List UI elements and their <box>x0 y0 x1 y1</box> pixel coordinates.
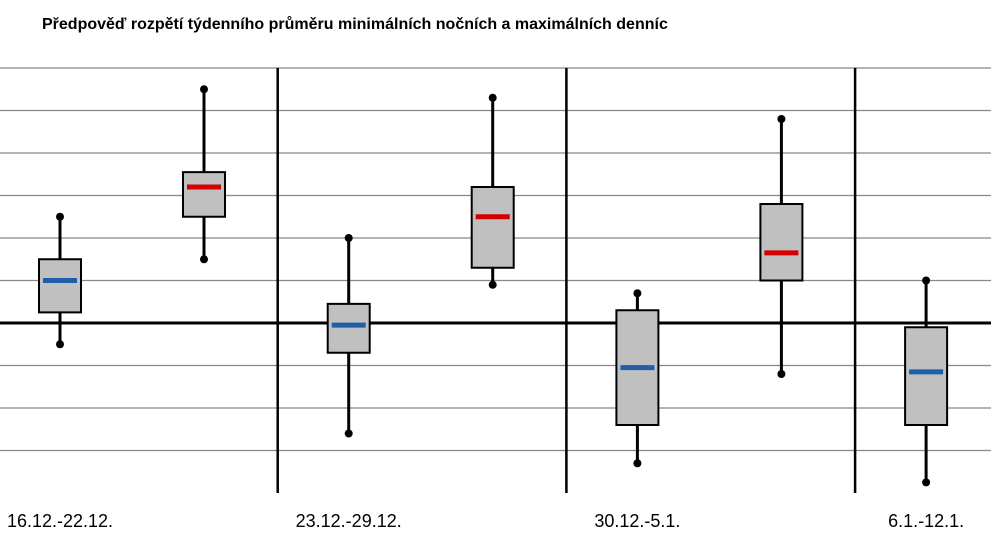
x-tick-label: 6.1.-12.1. <box>888 511 964 531</box>
x-tick-label: 23.12.-29.12. <box>296 511 402 531</box>
box <box>182 171 226 218</box>
whisker-min <box>922 478 931 487</box>
whisker-min <box>200 255 208 264</box>
whisker-min <box>56 340 64 349</box>
box <box>38 258 82 314</box>
whisker-min <box>777 370 786 378</box>
box <box>326 302 371 354</box>
box <box>904 326 949 426</box>
whisker-max <box>344 234 353 242</box>
chart-title: Předpověď rozpětí týdenního průměru mini… <box>42 16 668 33</box>
whisker-max <box>56 212 64 221</box>
whisker-min <box>488 280 497 289</box>
whisker-max <box>922 276 931 285</box>
box <box>470 186 515 269</box>
whisker-max <box>488 93 497 102</box>
whisker-min <box>633 459 642 468</box>
whisker-min <box>344 429 353 438</box>
whisker-max <box>200 85 208 94</box>
whisker-max <box>633 289 642 298</box>
box <box>759 203 804 282</box>
x-tick-label: 30.12.-5.1. <box>594 511 680 531</box>
x-tick-label: 16.12.-22.12. <box>7 511 113 531</box>
whisker-max <box>777 115 786 123</box>
